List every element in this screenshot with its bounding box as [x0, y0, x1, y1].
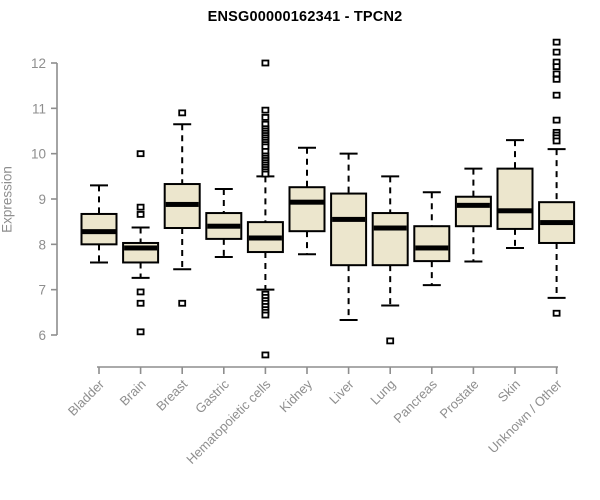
box-brain-outlier: [136, 150, 145, 158]
box-liver-median: [332, 216, 366, 222]
box-hematopoietic-cells-outlier: [261, 106, 270, 114]
box-brain-outlier: [136, 328, 145, 336]
box-kidney-median: [290, 199, 324, 205]
chart-title: ENSG00000162341 - TPCN2: [207, 9, 403, 25]
box-unknown-other-outlier: [552, 309, 561, 317]
box-unknown-other-outlier: [552, 116, 561, 124]
x-tick-label: Skin: [495, 377, 523, 405]
box-unknown-other-outlier: [552, 70, 561, 78]
box-pancreas-iqr: [413, 225, 451, 263]
x-tick-label: Unknown / Other: [485, 376, 565, 456]
box-brain-median: [124, 245, 158, 251]
box-hematopoietic-cells-median: [248, 235, 282, 241]
box-unknown-other-outlier: [552, 38, 561, 46]
x-tick-label: Gastric: [192, 376, 232, 416]
box-unknown-other-outlier: [552, 91, 561, 99]
box-breast-outlier: [178, 299, 187, 307]
box-prostate-iqr: [454, 195, 492, 228]
box-brain-outlier: [136, 288, 145, 296]
y-tick-label: 10: [31, 147, 46, 162]
box-unknown-other-outlier: [552, 137, 561, 145]
box-hematopoietic-cells-outlier: [261, 59, 270, 67]
box-hematopoietic-cells-outlier: [261, 311, 270, 319]
box-skin-iqr: [496, 167, 534, 230]
x-tick-label: Brain: [117, 377, 149, 409]
box-brain-outlier: [136, 203, 145, 211]
x-tick-label: Prostate: [437, 377, 482, 422]
box-pancreas-median: [415, 245, 449, 251]
box-unknown-other-outlier: [552, 75, 561, 83]
box-unknown-other-outlier: [552, 63, 561, 71]
box-brain-outlier: [136, 211, 145, 218]
x-tick-label: Kidney: [276, 376, 315, 415]
y-tick-label: 9: [38, 192, 46, 207]
x-tick-label: Liver: [326, 376, 357, 407]
box-kidney-iqr: [288, 186, 326, 233]
y-tick-label: 11: [32, 101, 46, 116]
box-hematopoietic-cells-outlier: [261, 351, 270, 359]
x-tick-label: Bladder: [65, 376, 108, 419]
x-tick-label: Pancreas: [390, 376, 440, 426]
box-brain-outlier: [136, 299, 145, 307]
box-hematopoietic-cells-outlier: [261, 114, 270, 121]
x-tick-label: Lung: [367, 377, 398, 408]
x-tick-label: Breast: [153, 376, 190, 413]
y-tick-label: 12: [31, 56, 46, 71]
box-skin-median: [498, 208, 532, 214]
box-lung-iqr: [371, 212, 409, 267]
box-lung-median: [373, 225, 407, 231]
box-hematopoietic-cells-outlier: [261, 170, 270, 178]
box-breast-median: [165, 201, 199, 207]
box-unknown-other-outlier: [552, 48, 561, 56]
box-gastric-median: [207, 223, 241, 229]
box-prostate-median: [456, 202, 490, 208]
y-tick-label: 7: [38, 283, 46, 298]
y-tick-label: 6: [38, 328, 46, 343]
box-bladder-median: [82, 229, 116, 235]
y-tick-label: 8: [38, 237, 46, 252]
box-liver-iqr: [330, 192, 368, 267]
box-unknown-other-median: [540, 220, 574, 226]
box-lung-outlier: [386, 337, 395, 345]
box-breast-outlier: [178, 109, 187, 117]
